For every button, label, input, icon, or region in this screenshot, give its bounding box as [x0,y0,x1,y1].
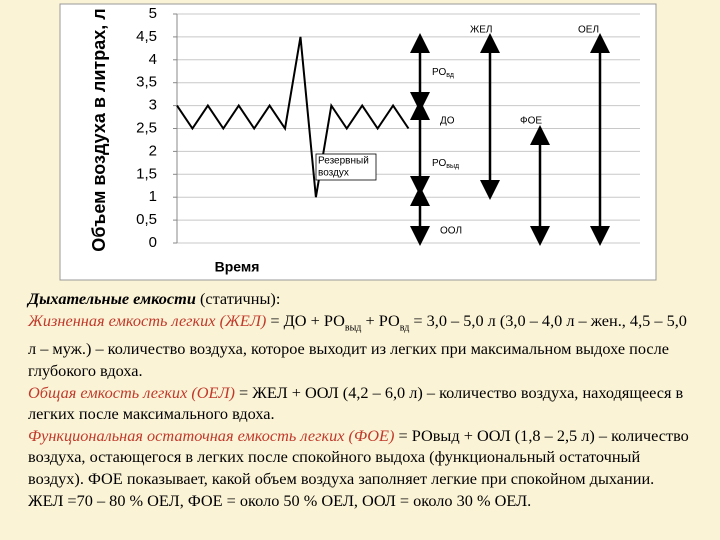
definition-term: Функциональная остаточная емкость легких… [28,425,395,445]
annotations: Резервный воздух РОвд ДО ФОЕ РОвыд ООЛ Ж… [315,25,599,237]
y-tick-label: 3,5 [136,74,157,91]
annotation: РОвыд [432,158,459,170]
y-tick-label: 4 [149,51,157,68]
annotation: ДО [440,116,455,127]
y-tick-label: 1,5 [136,165,157,182]
definition-term: Жизненная емкость легких (ЖЕЛ) [28,310,267,330]
definition: Функциональная остаточная емкость легких… [28,425,696,490]
definition-text: = ЖЕЛ + ООЛ (4,2 – 6,0 л) – количество в… [28,382,684,424]
definition-text: + РО [361,310,400,330]
definition-text: вд [399,321,410,333]
annotation: Резервный [318,156,369,167]
y-tick-label: 2,5 [136,119,157,136]
annotation: ОЕЛ [578,25,599,36]
y-tick-label: 1 [149,188,157,205]
y-tick-label: 0,5 [136,211,157,228]
heading-line: Дыхательные емкости (статичны): [28,288,696,310]
annotation: РОвд [432,67,454,79]
definition-text: = 3,0 – 5,0 л (3,0 – 4,0 л – жен., 4,5 –… [28,310,687,381]
arrows [410,33,610,246]
definition: Жизненная емкость легких (ЖЕЛ) = ДО + РО… [28,310,696,382]
y-tick-label: 3 [149,97,157,114]
annotation: ООЛ [440,226,462,237]
chart: Объем воздуха в литрах, л Время 0 0,5 1 1,5… [59,3,657,281]
heading-note: (статичны): [195,289,281,308]
annotation: ЖЕЛ [470,25,492,36]
x-axis-title: Время [215,259,260,275]
y-tick-label: 5 [149,5,157,22]
definition-text: выд [344,321,362,333]
text-block: Дыхательные емкости (статичны): Жизненная… [28,288,696,511]
reserve-box [315,153,377,181]
y-tick-label: 2 [149,142,157,159]
definition-text: = РОвыд + ООЛ (1,8 – 2,5 л) – количество… [28,425,689,488]
y-tick-label: 0 [149,234,157,251]
annotation: воздух [318,168,349,179]
annotation: ФОЕ [520,116,542,127]
heading: Дыхательные емкости [28,289,196,308]
definition: Общая емкость легких (ОЕЛ) = ЖЕЛ + ООЛ (… [28,382,696,425]
definition-text: = ДО + РО [266,310,345,330]
line [176,36,410,198]
y-tick-label: 4,5 [136,28,157,45]
y-axis-title: Объем воздуха в литрах, л [89,8,109,251]
chart-frame [59,3,657,281]
summary: ЖЕЛ =70 – 80 % ОЕЛ, ФОЕ = около 50 % ОЕЛ… [28,490,532,510]
definition-term: Общая емкость легких (ОЕЛ) [28,382,235,402]
